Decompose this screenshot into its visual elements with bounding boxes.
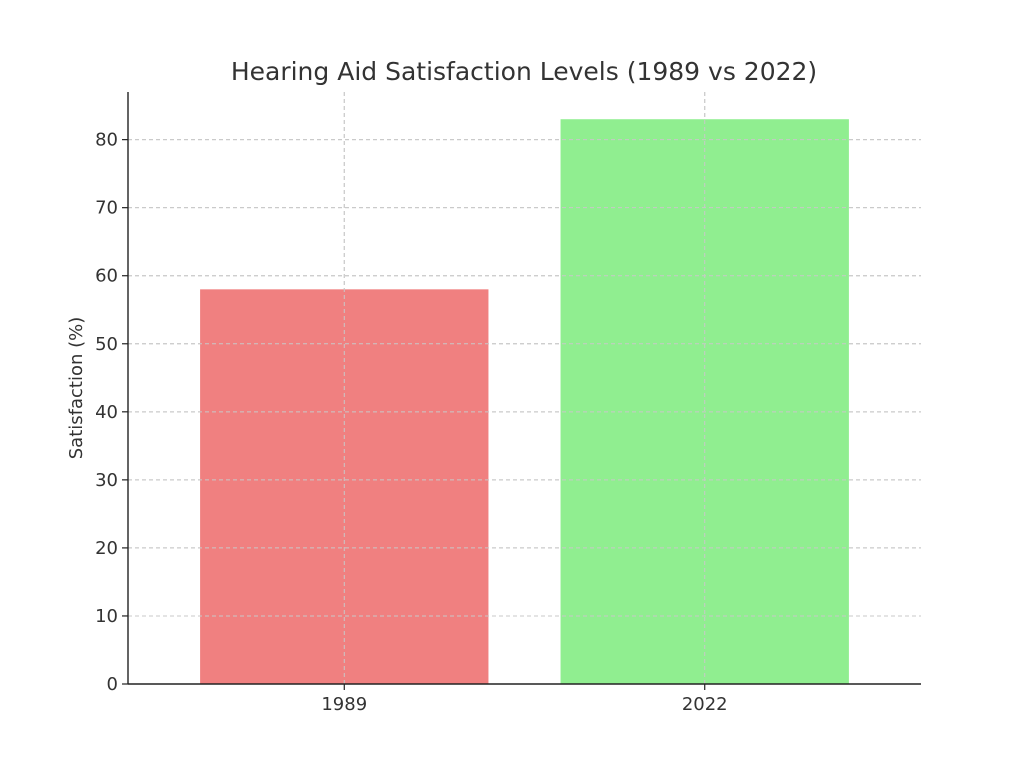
axes — [122, 92, 921, 690]
y-tick-label: 50 — [95, 334, 118, 355]
y-tick-label: 40 — [95, 402, 118, 423]
bars — [128, 92, 921, 685]
y-tick-label: 30 — [95, 470, 118, 491]
y-tick-label: 70 — [95, 198, 118, 219]
y-tick-label: 80 — [95, 130, 118, 151]
y-tick-label: 10 — [95, 606, 118, 627]
y-axis-label: Satisfaction (%) — [66, 317, 87, 460]
tick-labels: 0 10 20 30 40 50 60 70 80 1989 2022 — [95, 130, 728, 715]
y-tick-label: 60 — [95, 266, 118, 287]
chart-title: Hearing Aid Satisfaction Levels (1989 vs… — [231, 57, 817, 86]
y-tick-label: 20 — [95, 538, 118, 559]
x-tick-label: 1989 — [321, 694, 367, 715]
x-tick-label: 2022 — [682, 694, 728, 715]
y-tick-label: 0 — [107, 674, 118, 695]
